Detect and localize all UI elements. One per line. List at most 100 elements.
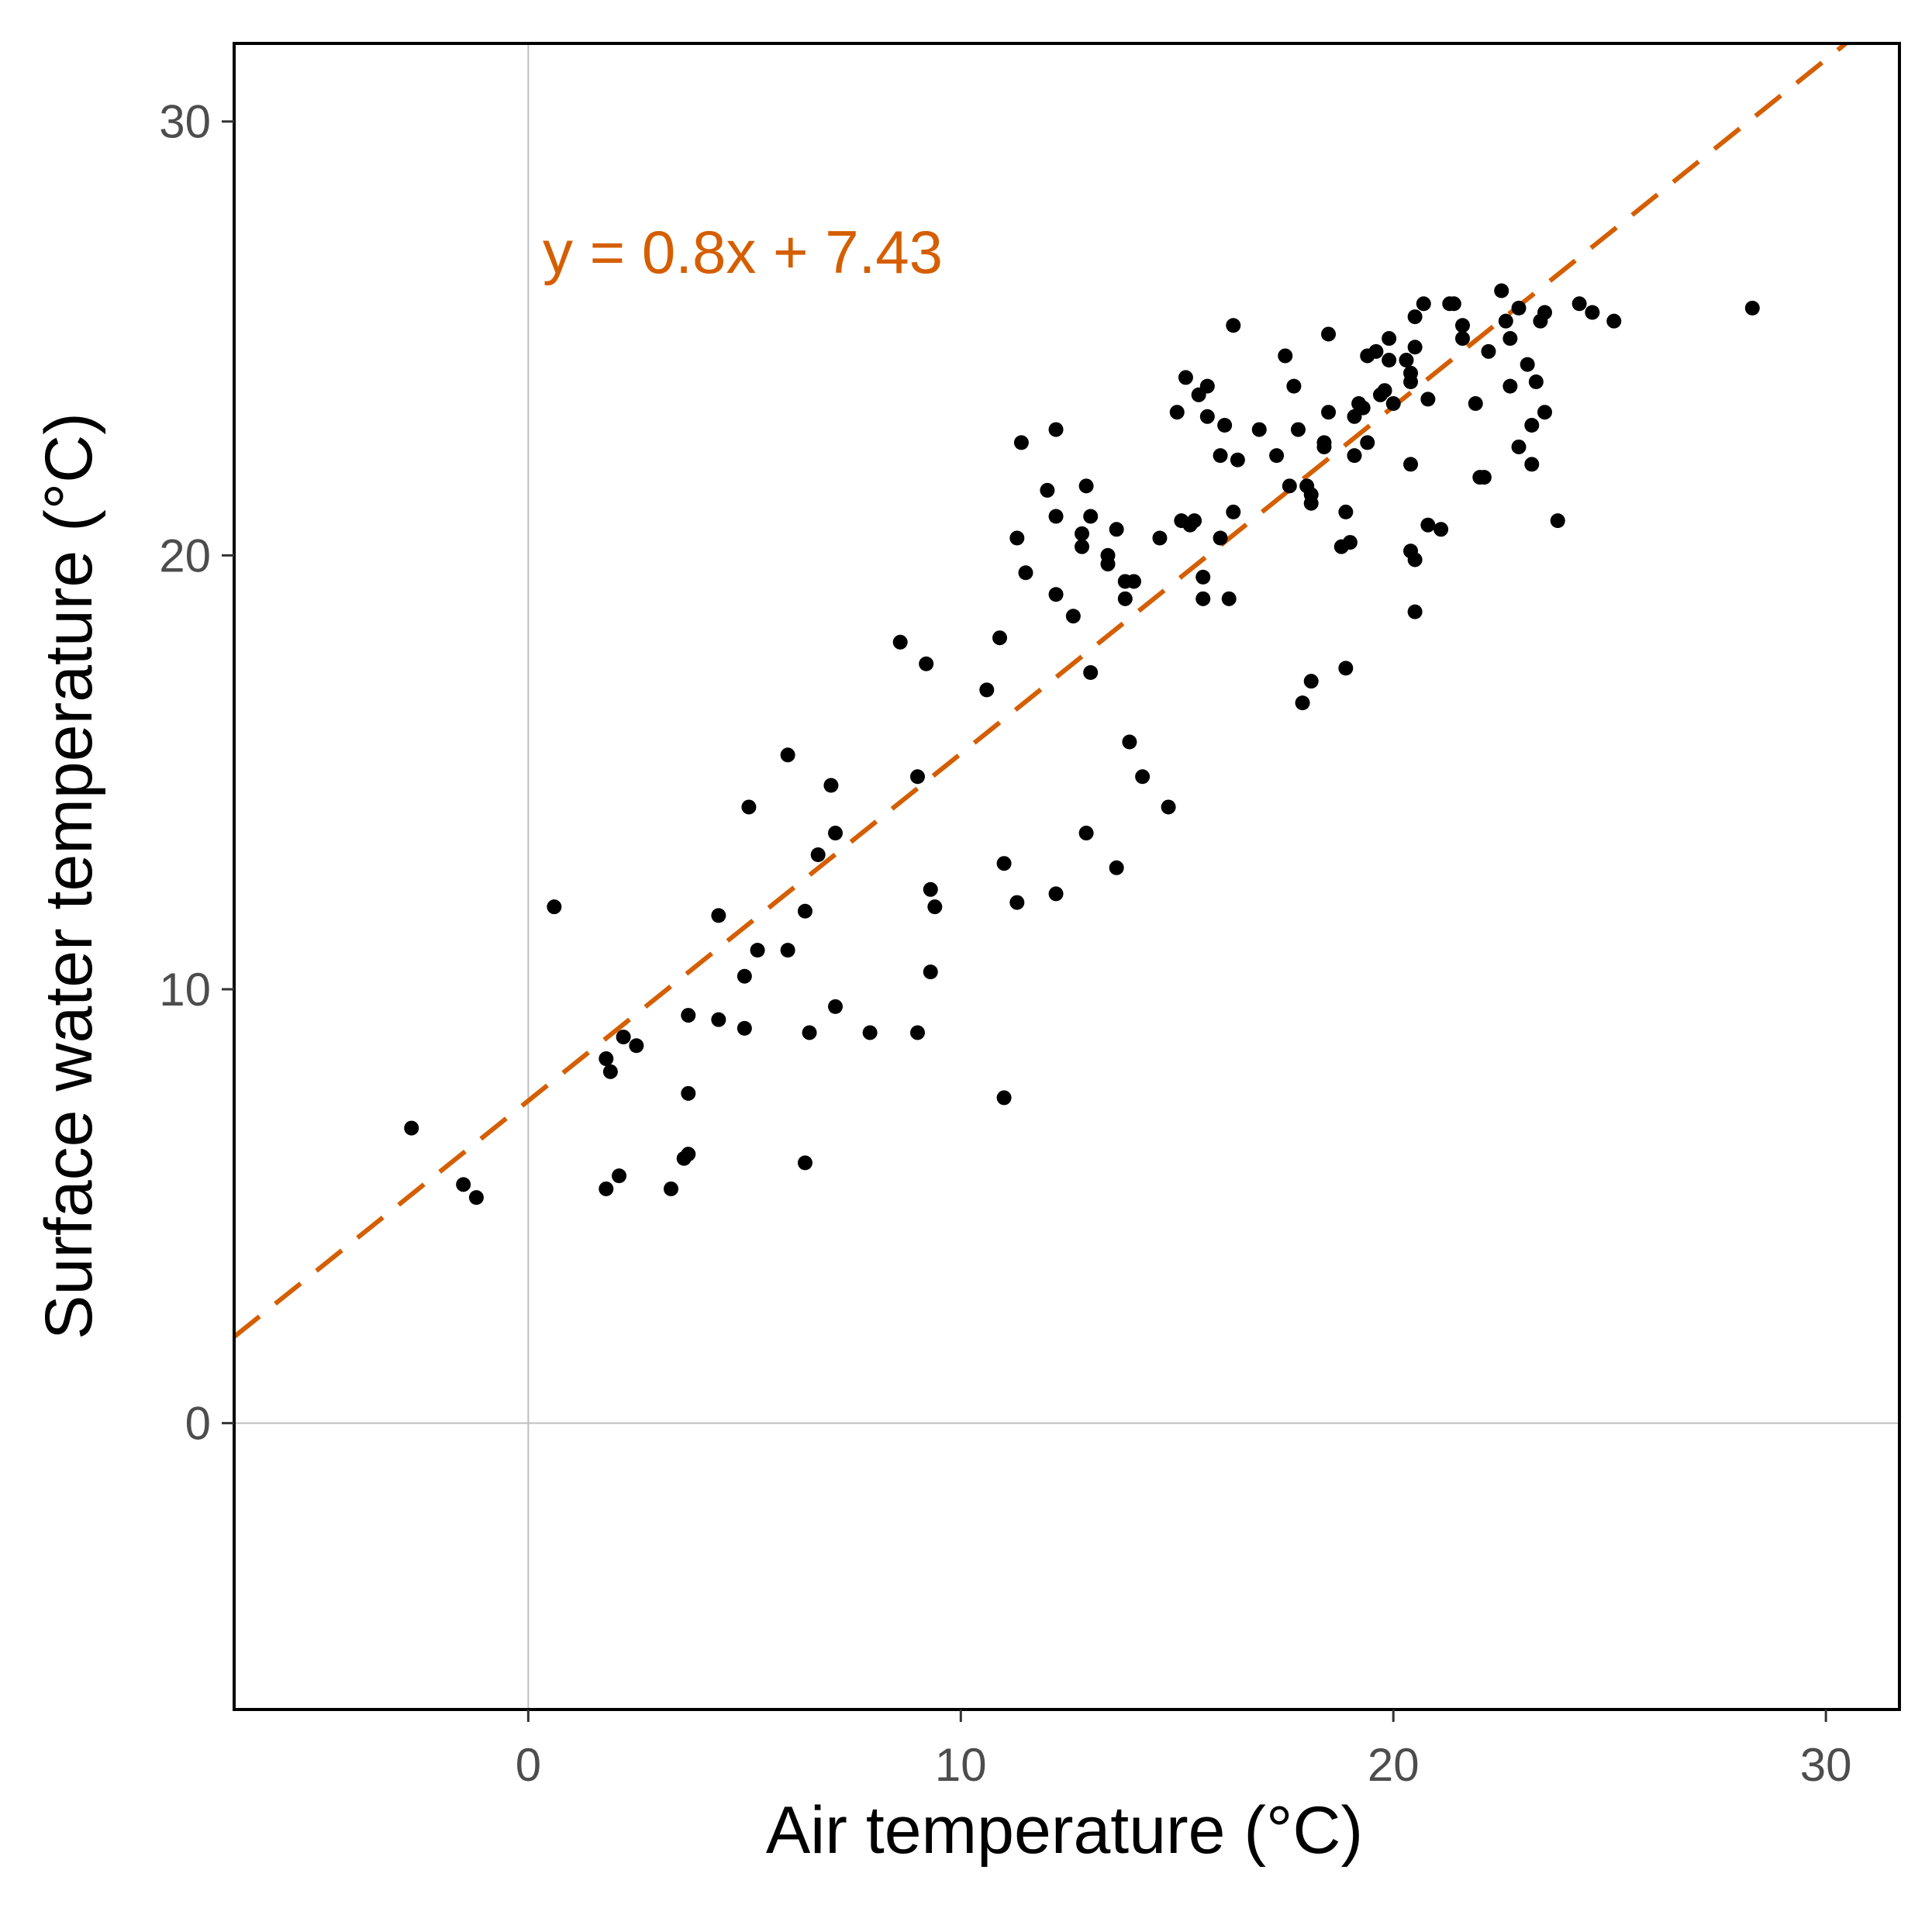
data-point (1009, 530, 1025, 546)
data-point (1126, 574, 1141, 589)
data-point (910, 769, 926, 785)
data-point (737, 968, 752, 984)
data-point (1018, 565, 1033, 581)
data-point (1528, 374, 1544, 390)
x-tick-label: 20 (1368, 1739, 1420, 1791)
data-point (1342, 535, 1358, 550)
data-point (1117, 591, 1133, 606)
data-point (1468, 395, 1483, 411)
data-point (1407, 604, 1423, 619)
data-point (1511, 439, 1527, 454)
data-point (1537, 405, 1553, 420)
data-point (1571, 296, 1587, 312)
data-point (616, 1030, 631, 1045)
data-point (996, 1090, 1012, 1106)
data-point (1338, 661, 1354, 676)
panel-border (233, 42, 1901, 1711)
data-point (1269, 448, 1285, 464)
data-point (823, 778, 839, 793)
regression-line (233, 41, 1847, 1339)
data-point (1399, 353, 1414, 368)
x-tick-label: 10 (935, 1739, 987, 1791)
data-point (1606, 313, 1622, 329)
y-tick-label: 30 (159, 96, 211, 148)
data-point (1407, 340, 1423, 355)
data-point (1316, 435, 1332, 450)
data-point (612, 1168, 627, 1184)
data-point (1065, 609, 1081, 624)
data-point (810, 847, 826, 863)
data-point (1122, 734, 1137, 750)
data-point (1213, 530, 1228, 546)
data-point (828, 999, 844, 1014)
data-point (547, 899, 562, 915)
data-point (1476, 470, 1492, 485)
data-point (1407, 552, 1423, 568)
data-point (1550, 513, 1565, 529)
data-point (992, 630, 1008, 646)
data-point (1075, 526, 1090, 541)
data-point (1502, 331, 1518, 347)
data-point (602, 1064, 618, 1079)
y-axis-title: Surface water temperature (°C) (32, 412, 106, 1340)
data-point (1100, 547, 1116, 563)
data-point (404, 1120, 419, 1136)
y-tick-label: 10 (159, 964, 211, 1016)
data-point (1282, 478, 1297, 494)
data-point (1226, 504, 1241, 519)
data-point (1083, 509, 1099, 524)
data-point (599, 1051, 614, 1067)
data-point (979, 682, 995, 698)
data-point (1135, 769, 1151, 785)
data-point (1109, 860, 1124, 875)
regression-equation-label: y = 0.8x + 7.43 (543, 218, 943, 286)
data-point (1230, 452, 1245, 467)
data-point (681, 1147, 696, 1162)
data-point (1199, 378, 1215, 394)
data-point (737, 1020, 752, 1036)
data-point (1368, 343, 1384, 359)
data-point (797, 1155, 812, 1171)
data-point (1524, 457, 1540, 472)
data-point (1048, 509, 1064, 524)
data-point (892, 634, 908, 650)
data-point (1152, 530, 1168, 546)
regression-layer (233, 41, 1847, 1339)
data-point (664, 1181, 679, 1196)
data-point (711, 1012, 726, 1027)
data-point (1286, 378, 1302, 394)
data-point (1199, 409, 1215, 424)
data-point (1585, 305, 1600, 320)
data-point (1321, 405, 1337, 420)
data-point (1403, 457, 1419, 472)
data-point (1213, 448, 1228, 464)
data-point (828, 826, 844, 841)
data-point (629, 1038, 644, 1054)
data-point (599, 1181, 614, 1196)
data-point (1502, 378, 1518, 394)
x-tick-label: 0 (516, 1739, 541, 1791)
data-point (1420, 392, 1436, 407)
data-point (1195, 569, 1211, 585)
grid-lines (234, 43, 1899, 1709)
data-point (1494, 283, 1509, 298)
y-tick-label: 20 (159, 530, 211, 581)
data-point (741, 799, 757, 815)
x-axis-ticks: 0 10 20 30 (516, 1709, 1852, 1791)
data-point (1498, 313, 1513, 329)
data-point (1217, 417, 1233, 433)
data-point (1195, 591, 1211, 606)
data-point (1360, 435, 1375, 450)
data-point (1454, 331, 1470, 347)
data-point (1385, 395, 1401, 411)
data-point (1009, 895, 1025, 910)
data-point (1481, 343, 1496, 359)
data-point (1295, 695, 1310, 711)
data-point (1303, 674, 1319, 689)
data-point (456, 1177, 471, 1192)
data-point (1178, 370, 1193, 385)
data-point (1278, 348, 1293, 364)
data-point (780, 747, 795, 763)
